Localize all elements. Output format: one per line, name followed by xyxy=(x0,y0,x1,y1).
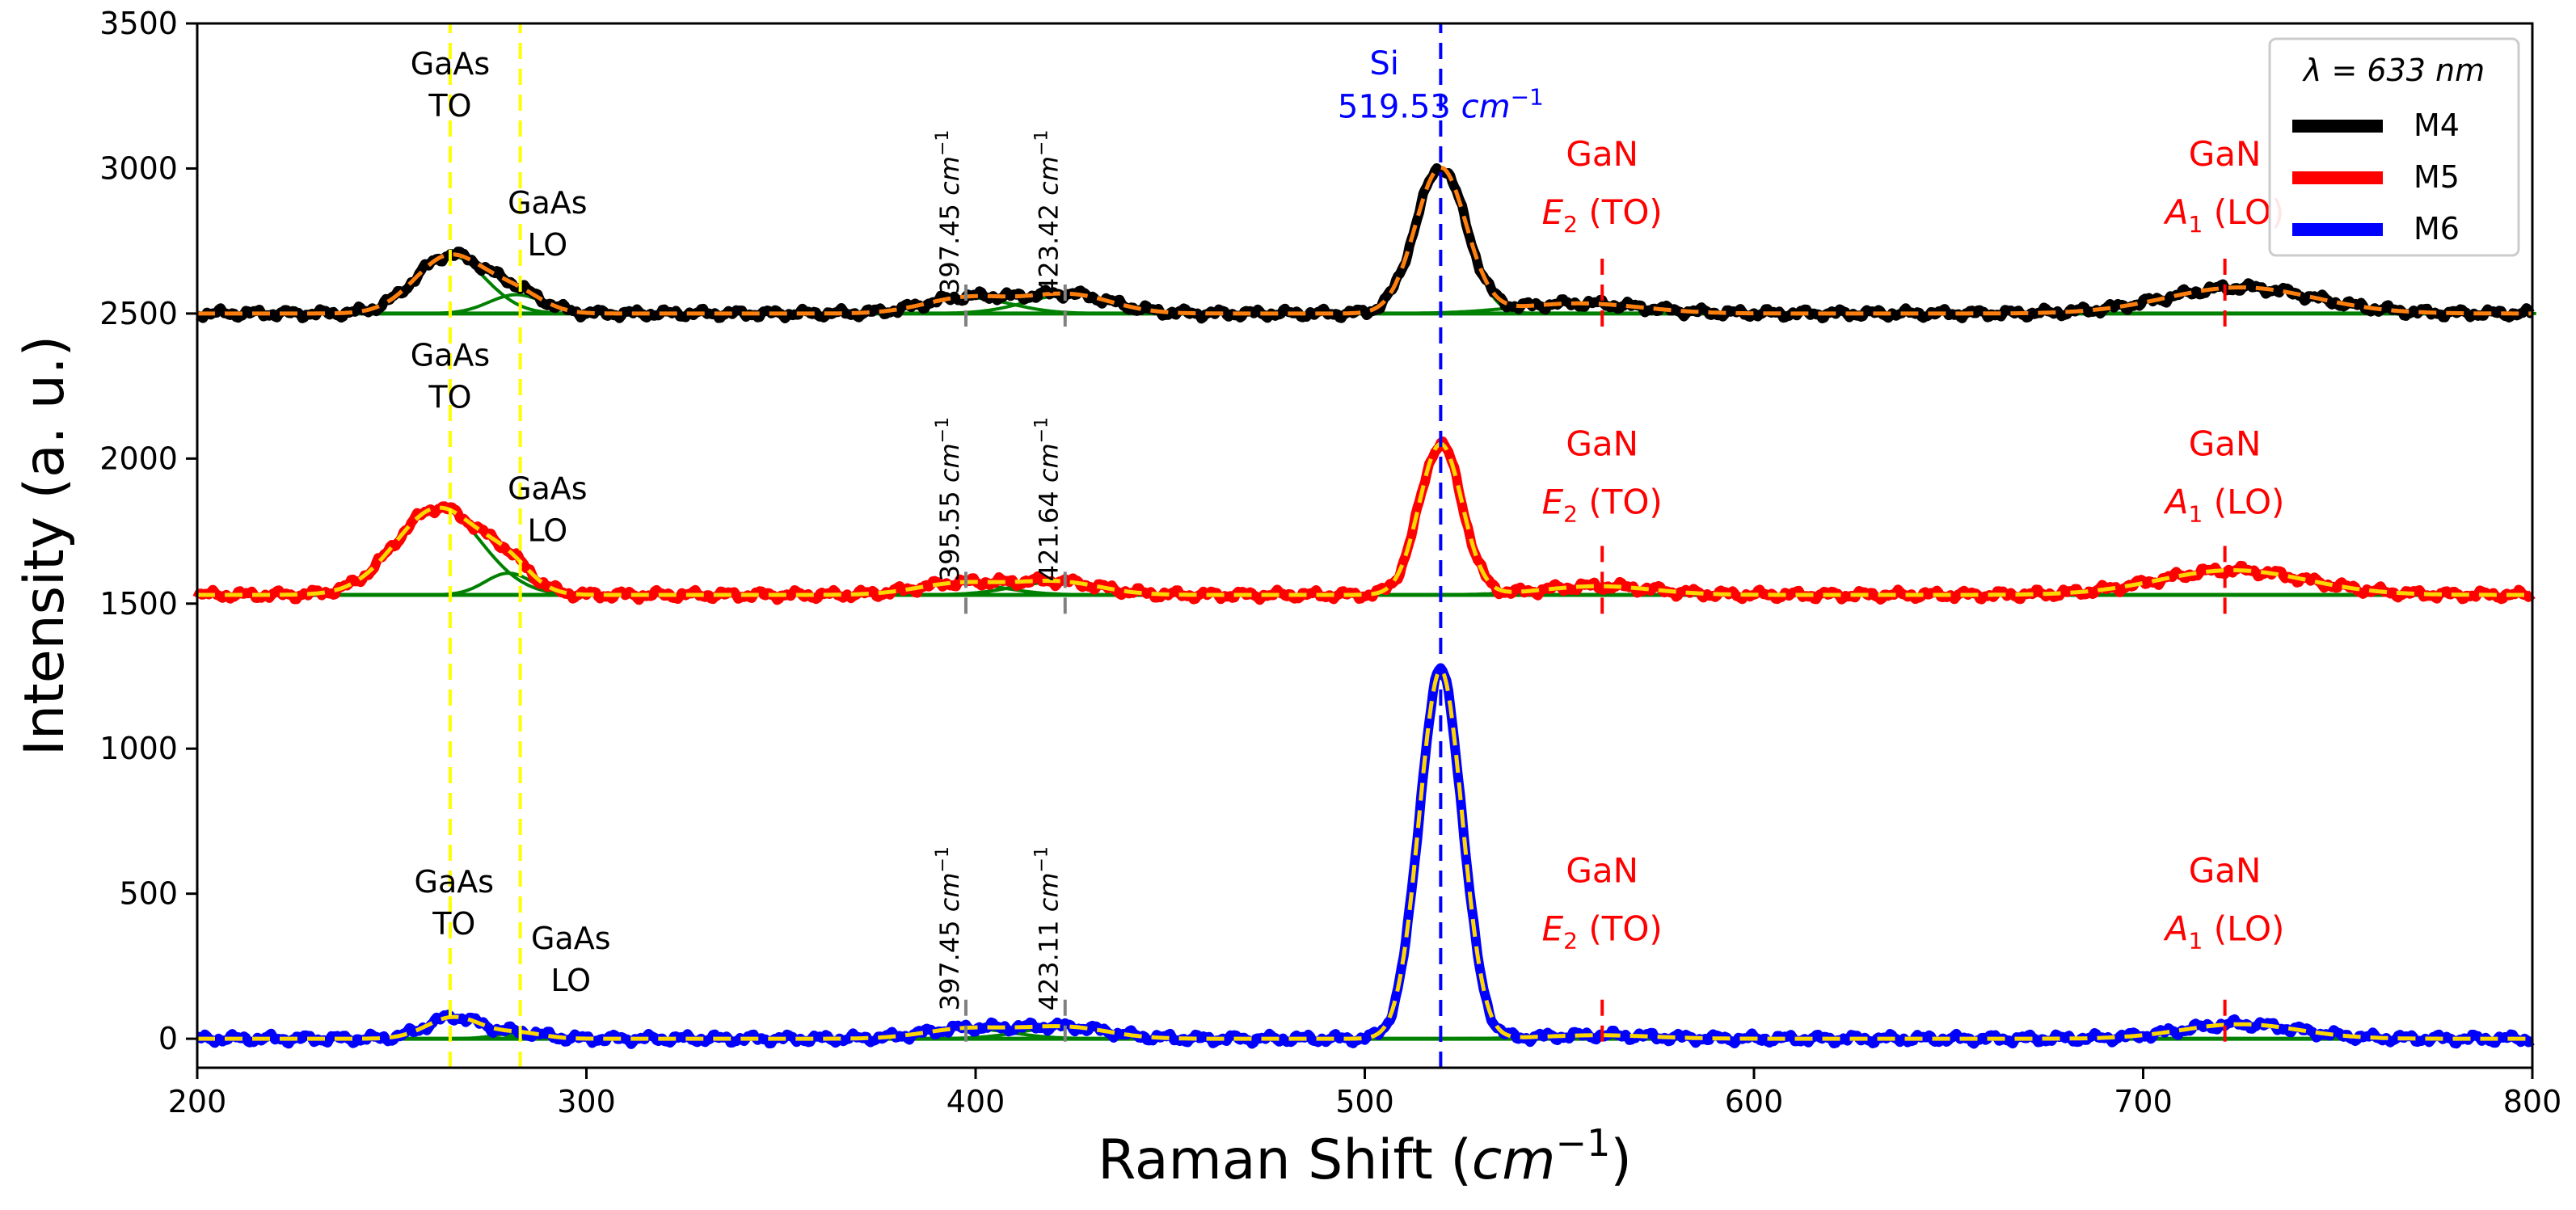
x-tick-label: 200 xyxy=(168,1084,227,1119)
gan-label: GaN xyxy=(2189,134,2262,174)
peak-position-label: 421.64 cm−1 xyxy=(1032,417,1065,581)
peak-position-label: 423.11 cm−1 xyxy=(1032,846,1065,1010)
x-tick-label: 600 xyxy=(1725,1084,1784,1119)
x-axis-label: Raman Shift (cm−1) xyxy=(1098,1121,1632,1192)
series-line-m6 xyxy=(194,663,2536,1049)
gaas-label: LO xyxy=(550,963,591,998)
y-tick-label: 0 xyxy=(158,1021,178,1056)
gaas-label: GaAs xyxy=(411,46,491,82)
gaas-label: TO xyxy=(428,88,471,124)
gaas-label: TO xyxy=(432,906,475,942)
x-tick-label: 500 xyxy=(1335,1084,1394,1119)
gan-mode-label: E2 (TO) xyxy=(1542,192,1663,238)
gan-label: GaN xyxy=(1566,134,1638,174)
gaas-label: LO xyxy=(527,227,567,263)
gaas-label: GaAs xyxy=(508,185,588,221)
axes: 200 300 400 500 600 700 800 0 500 1000 1500 2000 250… xyxy=(13,6,2561,1192)
fit-envelope-m5 xyxy=(197,441,2532,597)
gan-label: GaN xyxy=(2189,850,2262,890)
y-tick-label: 3000 xyxy=(99,150,178,186)
y-tick-label: 1000 xyxy=(99,731,178,766)
si-label: Si xyxy=(1369,45,1399,82)
gan-mode-label: E2 (TO) xyxy=(1542,483,1663,528)
spectra-series xyxy=(192,163,2536,1049)
gaas-label: TO xyxy=(428,380,471,415)
y-tick-label: 1500 xyxy=(99,586,178,622)
x-tick-label: 300 xyxy=(557,1084,616,1119)
peak-position-label: 397.45 cm−1 xyxy=(933,846,965,1010)
gaas-label: GaAs xyxy=(411,337,491,373)
gan-mode-label: A1 (LO) xyxy=(2163,483,2285,528)
legend: λ = 633 nm M4 M5 M6 xyxy=(2268,37,2520,257)
peak-position-label: 397.45 cm−1 xyxy=(933,130,965,294)
gan-mode-label: E2 (TO) xyxy=(1542,909,1663,954)
y-tick-label: 500 xyxy=(119,876,178,912)
fit-envelope-m6 xyxy=(197,668,2532,1041)
si-peak-value: 519.53 cm−1 xyxy=(1338,84,1544,126)
y-tick-label: 2500 xyxy=(99,296,178,331)
x-tick-label: 700 xyxy=(2114,1084,2173,1119)
legend-label-m4: M4 xyxy=(2414,108,2460,143)
reference-lines xyxy=(448,23,2227,1068)
gan-label: GaN xyxy=(1566,424,1638,464)
legend-label-m5: M5 xyxy=(2414,159,2460,195)
fit-envelope-m4 xyxy=(197,165,2532,316)
gan-mode-label: A1 (LO) xyxy=(2163,192,2285,238)
x-tick-label: 800 xyxy=(2503,1084,2562,1119)
annotations: GaAs TO GaAs TO GaAs TO GaAs LO GaAs LO GaAs LO 397.… xyxy=(411,45,2285,1011)
gaas-label: GaAs xyxy=(415,864,495,900)
peak-position-label: 395.55 cm−1 xyxy=(933,417,965,581)
gan-label: GaN xyxy=(1566,850,1638,890)
legend-title: λ = 633 nm xyxy=(2302,53,2485,88)
x-tick-label: 400 xyxy=(947,1084,1006,1119)
gaas-label: LO xyxy=(527,513,567,549)
gaas-label: GaAs xyxy=(531,921,611,956)
legend-label-m6: M6 xyxy=(2414,211,2460,247)
peak-position-label: 423.42 cm−1 xyxy=(1032,130,1065,294)
legend-box xyxy=(2268,37,2520,257)
y-axis-label: Intensity (a. u.) xyxy=(13,335,77,756)
y-tick-label: 3500 xyxy=(99,6,178,41)
gan-label: GaN xyxy=(2189,424,2262,464)
gaas-label: GaAs xyxy=(508,471,588,507)
gan-mode-label: A1 (LO) xyxy=(2163,909,2285,954)
y-tick-label: 2000 xyxy=(99,441,178,476)
